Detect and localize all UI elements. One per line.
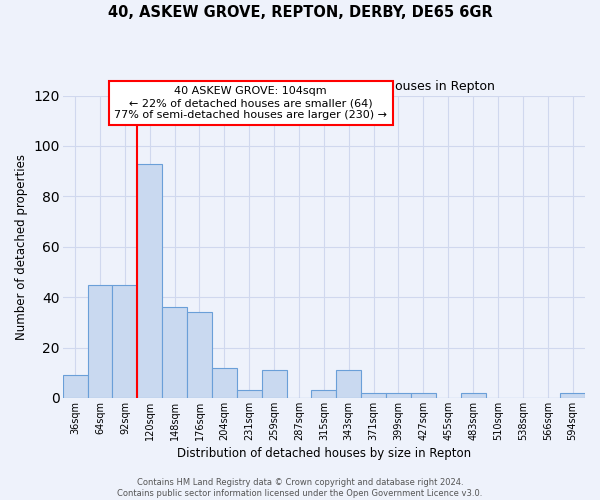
Bar (311, 390, 336, 398)
Bar (88, 284, 112, 398)
Bar (63, 375, 88, 398)
Title: Size of property relative to detached houses in Repton: Size of property relative to detached ho… (153, 80, 495, 93)
Bar (137, 164, 162, 398)
Bar (187, 312, 212, 398)
Bar (411, 393, 436, 398)
Bar (112, 284, 137, 398)
Bar (262, 370, 287, 398)
Bar (162, 307, 187, 398)
Bar (212, 368, 237, 398)
Bar (461, 393, 485, 398)
X-axis label: Distribution of detached houses by size in Repton: Distribution of detached houses by size … (177, 447, 471, 460)
Text: 40, ASKEW GROVE, REPTON, DERBY, DE65 6GR: 40, ASKEW GROVE, REPTON, DERBY, DE65 6GR (107, 5, 493, 20)
Text: 40 ASKEW GROVE: 104sqm
← 22% of detached houses are smaller (64)
77% of semi-det: 40 ASKEW GROVE: 104sqm ← 22% of detached… (114, 86, 387, 120)
Bar (336, 370, 361, 398)
Bar (237, 390, 262, 398)
Bar (386, 393, 411, 398)
Bar (560, 393, 585, 398)
Bar (361, 393, 386, 398)
Text: Contains HM Land Registry data © Crown copyright and database right 2024.
Contai: Contains HM Land Registry data © Crown c… (118, 478, 482, 498)
Y-axis label: Number of detached properties: Number of detached properties (15, 154, 28, 340)
